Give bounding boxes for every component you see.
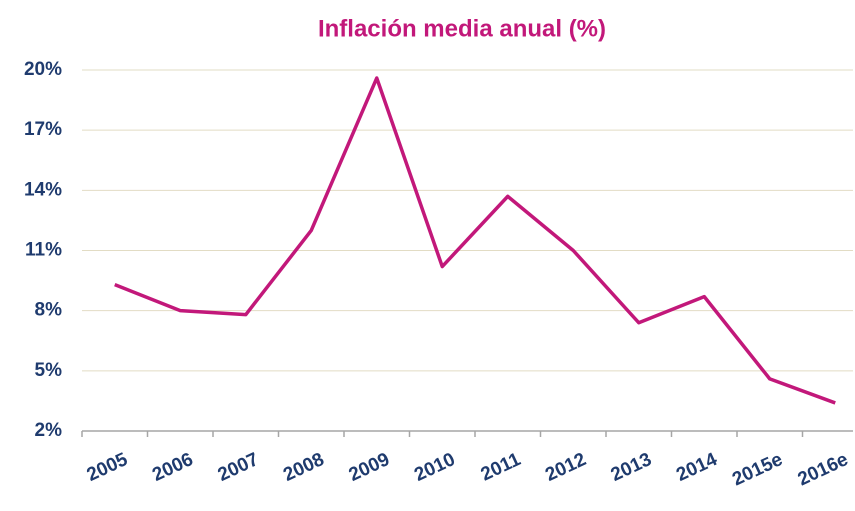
x-tick-label: 2013 [608,449,655,486]
chart-title: Inflación media anual (%) [318,15,606,42]
y-tick-label: 17% [24,119,62,140]
x-tick-label: 2016e [795,449,852,490]
x-tick-label: 2012 [542,449,589,486]
y-tick-label: 11% [25,240,62,261]
line [114,76,836,405]
x-tick-label: 2007 [215,449,262,486]
x-tick-label: 2015e [729,449,786,490]
y-tick-label: 20% [24,59,62,80]
y-tick-label: 14% [24,179,62,200]
x-tick-label: 2014 [673,449,721,486]
x-tick-label: 2006 [149,449,196,486]
y-tick-label: 8% [35,300,63,321]
x-tick-label: 2008 [280,449,327,486]
y-tick-label: 5% [35,360,63,381]
x-tick-label: 2005 [84,449,132,486]
x-tick-label: 2011 [478,449,525,486]
y-tick-label: 2% [35,420,63,441]
x-tick-label: 2009 [346,449,393,486]
x-tick-label: 2010 [411,449,458,486]
